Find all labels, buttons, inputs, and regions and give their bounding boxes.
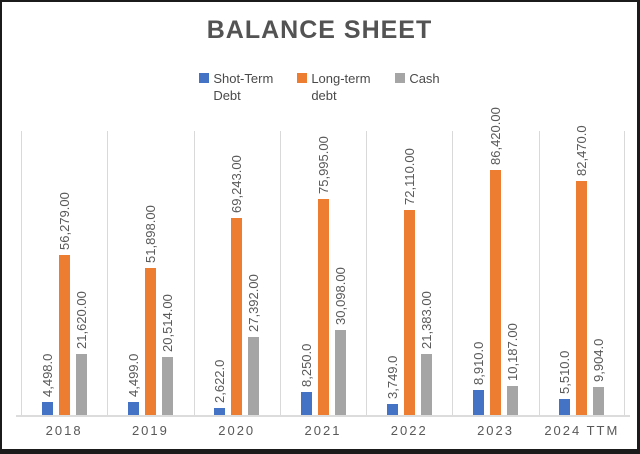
legend-item-long-term-debt: Long-term debt	[297, 70, 381, 104]
bar-cash-2018	[76, 354, 87, 415]
bar-long-term-debt-2023	[490, 170, 501, 415]
legend-item-cash: Cash	[395, 70, 440, 87]
bar-shot-term-debt-2019	[128, 402, 139, 415]
bar-shot-term-debt-2023	[473, 390, 484, 415]
data-label-shot-term-debt-2024-ttm: 5,510.0	[556, 350, 572, 394]
data-label-shot-term-debt-2022: 3,749.0	[384, 355, 400, 399]
x-axis-label-2019: 2019	[131, 423, 169, 438]
data-label-shot-term-debt-2019: 4,499.0	[125, 353, 141, 397]
data-label-shot-term-debt-2018: 4,498.0	[39, 353, 55, 397]
bar-cash-2019	[162, 357, 173, 415]
data-label-long-term-debt-2018: 56,279.00	[56, 192, 72, 250]
gridline	[366, 131, 367, 415]
bar-long-term-debt-2024-ttm	[576, 181, 587, 415]
bar-long-term-debt-2022	[404, 210, 415, 415]
data-label-cash-2023: 10,187.00	[504, 323, 520, 381]
gridline	[194, 131, 195, 415]
data-label-long-term-debt-2019: 51,898.00	[142, 205, 158, 263]
x-axis-labels: 2018 2019 2020 2021 2022 2023 2024 TTM	[21, 423, 625, 438]
bar-shot-term-debt-2022	[387, 404, 398, 415]
bar-shot-term-debt-2018	[42, 402, 53, 415]
data-label-cash-2018: 21,620.00	[73, 291, 89, 349]
data-label-long-term-debt-2022: 72,110.00	[401, 148, 417, 205]
legend-item-shot-term-debt: Shot-Term Debt	[199, 70, 283, 104]
legend-label-cash: Cash	[409, 71, 440, 86]
legend-label-shot-term-debt: Shot-Term Debt	[213, 71, 274, 103]
plot-area: 4,498.0 4,499.0 2,622.0 8,250.0 3,749.0 8,910…	[16, 107, 630, 417]
bar-shot-term-debt-2021	[301, 392, 312, 415]
bar-shot-term-debt-2020	[214, 408, 225, 415]
x-axis-label-2023: 2023	[477, 423, 514, 438]
bar-cash-2023	[507, 386, 518, 415]
gridline	[452, 131, 453, 415]
data-label-cash-2022: 21,383.00	[418, 291, 434, 349]
gridline	[280, 131, 281, 415]
x-axis-label-2018: 2018	[45, 423, 83, 438]
legend-swatch-cash-icon	[395, 73, 406, 83]
legend: Shot-Term Debt Long-term debt Cash	[2, 70, 637, 104]
bar-cash-2022	[421, 354, 432, 415]
chart-title: BALANCE SHEET	[206, 16, 433, 44]
bar-long-term-debt-2018	[59, 255, 70, 415]
data-label-long-term-debt-2023: 86,420.00	[487, 107, 503, 165]
data-label-shot-term-debt-2021: 8,250.0	[298, 343, 314, 387]
data-label-shot-term-debt-2020: 2,622.0	[211, 359, 227, 403]
bar-long-term-debt-2021	[318, 199, 329, 415]
data-label-cash-2021: 30,098.00	[332, 267, 348, 325]
gridline	[107, 131, 108, 415]
legend-swatch-long-term-debt-icon	[297, 73, 308, 83]
data-label-long-term-debt-2020: 69,243.00	[228, 155, 244, 213]
x-axis-label-2022: 2022	[390, 423, 428, 438]
x-axis-label-2021: 2021	[304, 423, 342, 438]
legend-label-long-term-debt: Long-term debt	[311, 71, 371, 103]
x-axis-line	[16, 415, 630, 417]
gridline	[21, 131, 22, 415]
bar-cash-2021	[335, 330, 346, 415]
bar-shot-term-debt-2024-ttm	[559, 399, 570, 415]
gridline	[539, 131, 540, 415]
bar-cash-2020	[248, 337, 259, 415]
bar-long-term-debt-2019	[145, 268, 156, 415]
gridline	[624, 131, 625, 415]
x-axis-label-2020: 2020	[218, 423, 256, 438]
data-label-long-term-debt-2024-ttm: 82,470.0	[573, 125, 589, 176]
data-label-long-term-debt-2021: 75,995.00	[315, 136, 331, 194]
data-label-shot-term-debt-2023: 8,910.0	[470, 341, 486, 385]
data-label-cash-2024-ttm: 9,904.0	[590, 338, 606, 382]
bar-long-term-debt-2020	[231, 218, 242, 415]
legend-swatch-shot-term-debt-icon	[199, 73, 210, 83]
data-label-cash-2019: 20,514.00	[159, 294, 175, 352]
data-label-cash-2020: 27,392.00	[245, 274, 261, 332]
bar-cash-2024-ttm	[593, 387, 604, 415]
x-axis-label-2024-ttm: 2024 TTM	[544, 423, 620, 438]
